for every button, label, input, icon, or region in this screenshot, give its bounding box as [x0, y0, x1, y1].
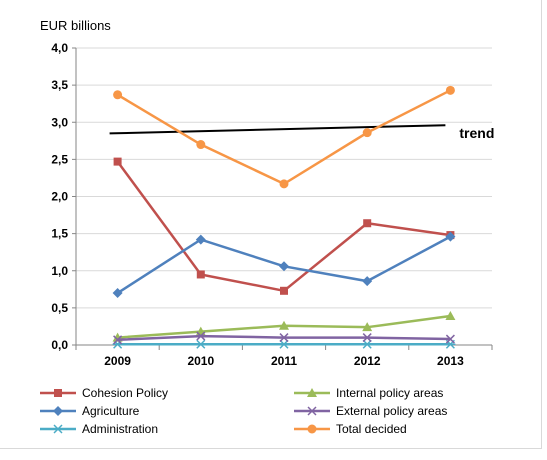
- legend-item-agriculture: Agriculture: [40, 404, 140, 418]
- x-tick-label: 2009: [104, 354, 131, 368]
- triangle-marker: [445, 311, 456, 321]
- trend-line-group: trend: [109, 124, 494, 141]
- circle-marker: [445, 85, 455, 95]
- x-tick-label: 2013: [437, 354, 464, 368]
- series-external-policy-areas: [113, 331, 455, 345]
- x-marker: [113, 335, 123, 345]
- trend-label: trend: [459, 125, 494, 141]
- x-marker: [307, 406, 317, 416]
- x-tick-label: 2012: [354, 354, 381, 368]
- asterisk-marker: [362, 339, 373, 349]
- y-tick-label: 3,0: [51, 115, 68, 129]
- legend-item-cohesion-policy: Cohesion Policy: [40, 386, 168, 400]
- y-tick-label: 4,0: [51, 41, 68, 55]
- legend-label: Agriculture: [82, 404, 140, 418]
- legend-label: Administration: [82, 422, 158, 436]
- legend-item-external-policy-areas: External policy areas: [294, 404, 447, 418]
- square-marker: [363, 219, 372, 228]
- y-tick-label: 0,0: [51, 338, 68, 352]
- legend-label: Internal policy areas: [336, 386, 443, 400]
- legend-label: External policy areas: [336, 404, 447, 418]
- x-tick-label: 2011: [271, 354, 297, 368]
- circle-marker: [196, 140, 206, 150]
- circle-marker: [307, 424, 317, 434]
- series-agriculture: [112, 231, 456, 299]
- y-tick-labels: 0,0 0,5 1,0 1,5 2,0 2,5 3,0 3,5 4,0: [51, 41, 68, 352]
- chart-border: [0, 0, 542, 449]
- asterisk-marker: [279, 339, 289, 349]
- x-marker: [445, 334, 455, 344]
- square-marker: [196, 270, 205, 279]
- triangle-marker: [307, 388, 317, 397]
- y-tick-label: 3,5: [51, 78, 68, 92]
- triangle-marker: [279, 320, 289, 330]
- series-administration: [112, 339, 456, 349]
- x-marker-stroke: [196, 331, 206, 341]
- y-tick-label: 1,5: [51, 227, 68, 241]
- y-tick-label: 1,0: [51, 264, 68, 278]
- x-tick-label: 2010: [187, 354, 214, 368]
- asterisk-marker: [53, 424, 63, 434]
- circle-marker: [279, 179, 289, 189]
- legend-item-total-decided: Total decided: [294, 422, 407, 436]
- circle-marker: [362, 128, 372, 138]
- x-marker-stroke: [279, 333, 289, 343]
- series-group: [112, 85, 456, 349]
- diamond-marker: [53, 406, 63, 416]
- diamond-marker: [279, 261, 289, 272]
- x-marker-stroke: [113, 335, 123, 345]
- legend: Cohesion Policy Agriculture Administration…: [40, 386, 447, 436]
- series-total-decided: [113, 85, 455, 189]
- legend-label: Cohesion Policy: [82, 386, 168, 400]
- square-marker: [113, 157, 122, 166]
- y-tick-label: 2,5: [51, 152, 68, 166]
- diamond-marker: [195, 234, 206, 245]
- circle-marker: [113, 90, 123, 100]
- y-tick-label: 2,0: [51, 190, 68, 204]
- x-marker-stroke: [445, 334, 455, 344]
- x-tick-labels: 2009 2010 2011 2012 2013: [104, 354, 464, 368]
- diamond-marker: [445, 231, 456, 242]
- x-marker: [196, 331, 206, 341]
- square-marker: [280, 286, 288, 295]
- asterisk-marker: [195, 339, 206, 349]
- x-marker: [279, 333, 289, 343]
- diamond-marker: [112, 288, 123, 299]
- legend-item-internal-policy-areas: Internal policy areas: [294, 386, 443, 400]
- y-tick-label: 0,5: [51, 301, 68, 315]
- x-marker: [362, 333, 372, 343]
- y-axis-label: EUR billions: [40, 18, 111, 33]
- trend-line: [109, 124, 446, 135]
- legend-item-administration: Administration: [40, 422, 158, 436]
- square-marker: [54, 389, 62, 397]
- x-marker-stroke: [307, 406, 317, 416]
- triangle-marker: [362, 322, 373, 332]
- diamond-marker: [362, 276, 373, 287]
- x-marker-stroke: [362, 333, 372, 343]
- legend-label: Total decided: [336, 422, 407, 436]
